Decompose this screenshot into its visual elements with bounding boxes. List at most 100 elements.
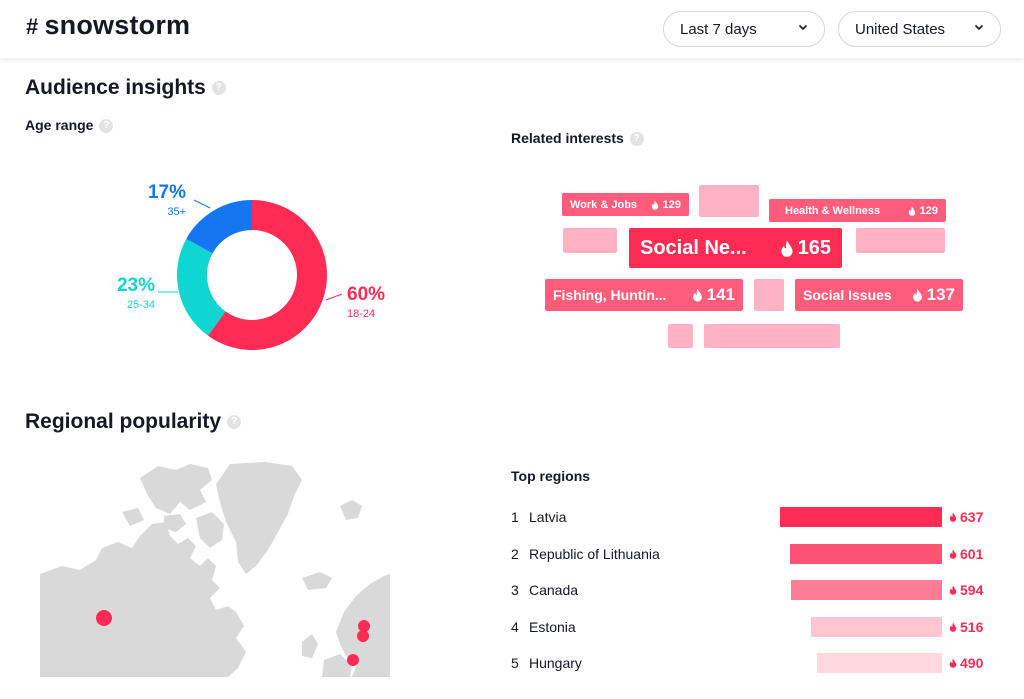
segment-35plus-range: 35+	[167, 206, 186, 218]
region-row[interactable]: 4 Estonia 516	[511, 616, 991, 639]
interest-tag-label: Fishing, Huntin...	[553, 287, 667, 303]
map-land-greenland	[216, 462, 302, 574]
hashtag-name: snowstorm	[44, 10, 191, 40]
interest-tag-health-wellness[interactable]: Health & Wellness 129	[769, 199, 946, 222]
age-donut-chart: 17% 35+ 23% 25-34 60% 18-24	[117, 182, 385, 350]
interest-tag-hidden[interactable]	[856, 228, 945, 253]
interest-tag-work-jobs[interactable]: Work & Jobs 129	[562, 193, 689, 216]
chevron-down-icon	[974, 24, 984, 31]
interest-tag-hidden[interactable]	[563, 228, 617, 253]
audience-insights-heading: Audience insights?	[25, 76, 226, 100]
map-hotspot-canada[interactable]	[96, 610, 112, 626]
flame-icon	[949, 658, 957, 669]
region-value: 601	[949, 546, 983, 562]
map-land-arctic-island	[164, 514, 186, 532]
audience-insights-title: Audience insights	[25, 76, 206, 99]
leader-line-35plus	[193, 199, 211, 209]
interest-tag-label: Health & Wellness	[785, 204, 881, 217]
period-dropdown-label: Last 7 days	[680, 20, 757, 38]
region-row[interactable]: 1 Latvia 637	[511, 507, 991, 529]
regional-popularity-title: Regional popularity	[25, 410, 222, 433]
interest-tag-label: Social Issues	[803, 287, 892, 303]
interest-tag-value: 129	[662, 198, 681, 211]
region-bar	[817, 653, 942, 674]
interest-tag-value: 165	[797, 236, 831, 259]
map-hotspot-baltics[interactable]	[358, 620, 370, 632]
donut-segment-35plus[interactable]	[186, 200, 252, 254]
region-value-text: 490	[960, 655, 984, 672]
region-value: 490	[949, 655, 983, 671]
interest-tag-value: 137	[926, 285, 955, 304]
region-name: Hungary	[529, 655, 582, 672]
region-value-text: 637	[960, 509, 984, 525]
region-rank: 5	[511, 655, 519, 672]
period-dropdown[interactable]: Last 7 days	[663, 11, 825, 47]
segment-25-34-percent: 23%	[117, 275, 155, 296]
related-interests-title: Related interests	[511, 130, 624, 146]
donut-segment-18-24[interactable]	[207, 200, 327, 350]
help-icon[interactable]: ?	[211, 81, 226, 96]
segment-35plus-percent: 17%	[148, 182, 186, 203]
age-range-title: Age range	[25, 117, 94, 133]
interest-tag-hidden[interactable]	[704, 324, 840, 348]
flame-icon	[781, 239, 793, 257]
region-rank: 2	[511, 545, 519, 562]
flame-icon	[949, 621, 957, 632]
flame-icon	[949, 512, 957, 522]
region-bar	[791, 580, 942, 601]
interest-tag-hidden[interactable]	[699, 185, 759, 217]
region-value-text: 594	[960, 582, 984, 599]
regional-popularity-heading: Regional popularity?	[25, 410, 242, 434]
help-icon[interactable]: ?	[629, 132, 644, 147]
help-icon[interactable]: ?	[227, 415, 242, 430]
related-interests-heading: Related interests?	[511, 130, 644, 147]
map-land-western-europe	[322, 654, 352, 677]
region-rank: 4	[511, 618, 519, 635]
map-land-arctic-islands	[140, 464, 212, 514]
help-icon[interactable]: ?	[99, 119, 114, 134]
region-bar	[780, 507, 942, 527]
region-value: 637	[949, 509, 983, 525]
segment-18-24-percent: 60%	[347, 284, 385, 305]
leader-line-18-24	[325, 293, 343, 301]
map-land-arctic-island	[122, 508, 144, 526]
region-name: Estonia	[529, 618, 576, 635]
interest-tag-social-ne[interactable]: Social Ne... 165	[629, 228, 842, 268]
segment-18-24-range: 18-24	[347, 308, 375, 320]
top-bar: # snowstorm Last 7 days United States	[0, 0, 1024, 58]
top-regions-heading: Top regions	[511, 468, 591, 484]
region-value: 516	[949, 619, 983, 635]
map-hotspot-baltics[interactable]	[357, 630, 369, 642]
interest-tag-label: Social Ne...	[640, 236, 747, 259]
region-value-text: 516	[960, 618, 984, 635]
flame-icon	[912, 288, 922, 302]
flame-icon	[692, 288, 702, 302]
flame-icon	[651, 199, 658, 210]
interest-tag-social-issues[interactable]: Social Issues 137	[795, 279, 963, 311]
region-rank: 1	[511, 509, 519, 525]
map-hotspot-hungary[interactable]	[347, 654, 359, 666]
world-map[interactable]	[40, 462, 390, 677]
map-land-canada	[40, 522, 246, 677]
page-title: # snowstorm	[26, 10, 190, 41]
flame-icon	[908, 205, 915, 216]
map-land-svalbard	[340, 500, 362, 520]
country-dropdown[interactable]: United States	[838, 11, 1001, 47]
segment-25-34-range: 25-34	[127, 299, 155, 311]
region-name: Canada	[529, 582, 579, 599]
map-land-iceland	[302, 572, 332, 590]
region-name: Latvia	[529, 509, 567, 525]
donut-segment-25-34[interactable]	[177, 238, 226, 336]
interest-tag-fishing-hunting[interactable]: Fishing, Huntin... 141	[545, 279, 743, 311]
region-row[interactable]: 5 Hungary 490	[511, 653, 991, 675]
interest-tag-value: 129	[919, 204, 938, 217]
region-name: Republic of Lithuania	[529, 545, 660, 562]
interest-tag-hidden[interactable]	[668, 324, 693, 348]
region-row[interactable]: 3 Canada 594	[511, 580, 991, 602]
region-row[interactable]: 2 Republic of Lithuania 601	[511, 543, 991, 566]
region-bar	[811, 616, 942, 637]
interest-tag-hidden[interactable]	[754, 279, 784, 311]
country-dropdown-label: United States	[855, 20, 946, 38]
interest-tag-label: Work & Jobs	[570, 198, 638, 211]
region-value: 594	[949, 582, 983, 598]
